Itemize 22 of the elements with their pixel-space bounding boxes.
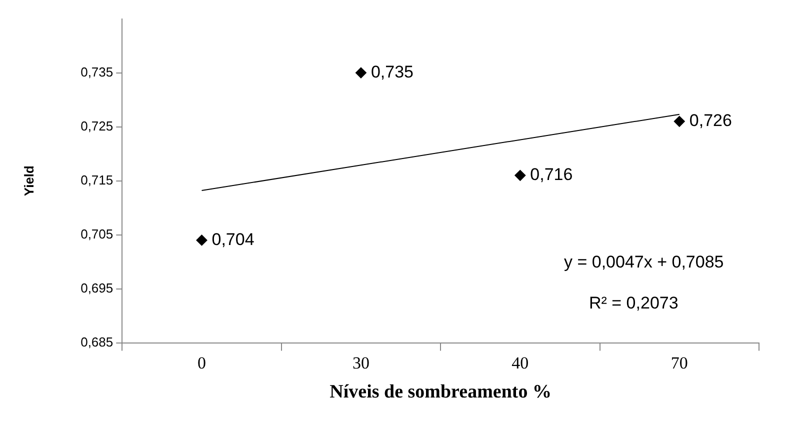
y-axis-title: Yield <box>21 165 36 196</box>
x-axis-title: Níveis de sombreamento % <box>330 382 552 403</box>
y-tick-label: 0,685 <box>80 334 114 350</box>
data-label: 0,726 <box>689 111 732 130</box>
point <box>514 170 526 181</box>
y-tick-label: 0,725 <box>80 118 114 134</box>
point <box>674 116 685 127</box>
data-label: 0,704 <box>212 230 254 249</box>
point <box>196 234 208 246</box>
x-tick-label: 30 <box>352 353 370 372</box>
data-label: 0,735 <box>370 62 414 82</box>
x-tick-label: 0 <box>197 353 206 372</box>
x-tick-label: 70 <box>670 353 688 372</box>
annotation: y = 0,0047x + 0,7085 <box>564 252 724 272</box>
y-tick-label: 0,735 <box>80 64 114 80</box>
y-tick-label: 0,715 <box>80 172 114 188</box>
y-tick-label: 0,695 <box>80 280 114 296</box>
x-tick-label: 40 <box>512 353 529 372</box>
annotation: R² = 0,2073 <box>589 293 678 312</box>
y-tick-label: 0,705 <box>80 226 114 242</box>
data-label: 0,716 <box>530 165 573 184</box>
point <box>355 67 366 78</box>
